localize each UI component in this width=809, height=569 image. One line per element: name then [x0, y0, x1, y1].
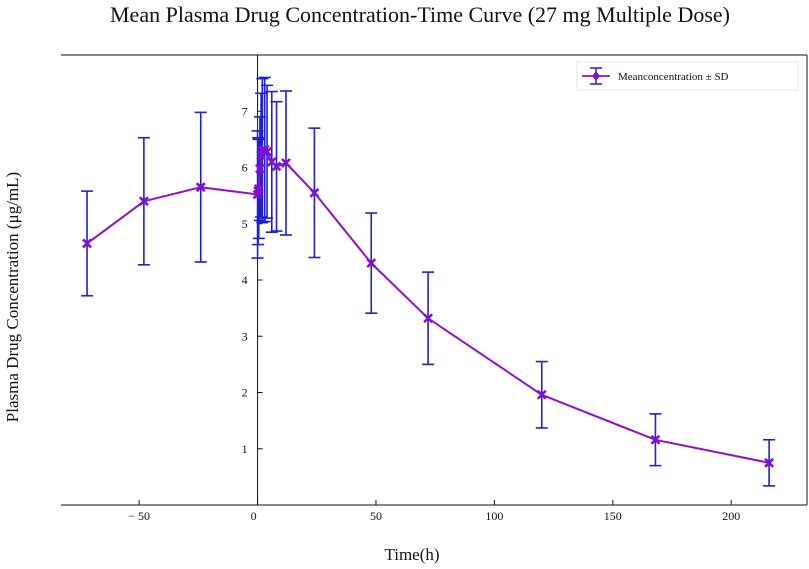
data-point: [764, 457, 775, 468]
x-tick-label: 100: [485, 509, 503, 523]
y-tick-label: 4: [242, 273, 248, 287]
x-tick-label: 150: [604, 509, 622, 523]
data-point: [423, 313, 433, 324]
x-axis-label: Time(h): [384, 545, 439, 564]
data-point-stroke: [195, 182, 206, 193]
legend-label: Meanconcentration ± SD: [618, 71, 729, 83]
y-tick-label: 3: [242, 329, 248, 343]
data-point: [262, 146, 272, 157]
data-point-stroke: [138, 196, 149, 207]
data-point: [309, 187, 320, 198]
data-point-stroke: [366, 258, 377, 269]
data-point-stroke: [281, 158, 291, 168]
data-point-stroke: [255, 163, 265, 174]
legend-box: [576, 61, 799, 91]
y-tick-label: 7: [242, 104, 248, 118]
x-tick-label: 0: [251, 509, 257, 523]
data-point-stroke: [262, 146, 272, 157]
data-point: [536, 389, 547, 400]
data-point: [281, 158, 291, 168]
x-tick-label: 200: [722, 509, 740, 523]
data-point: [366, 258, 377, 269]
axes: − 50 0 50 100 150 200 1 2 3 4 5 6 7: [61, 54, 808, 523]
data-point-stroke: [266, 156, 277, 167]
data-point: [195, 182, 206, 193]
data-point: [82, 238, 92, 249]
y-tick-label: 1: [242, 442, 248, 456]
data-point-stroke: [423, 313, 433, 324]
y-tick-label: 2: [242, 386, 248, 400]
data-markers: [82, 144, 775, 468]
data-point-stroke: [271, 161, 282, 172]
x-tick-label: 50: [370, 509, 382, 523]
data-point: [255, 163, 265, 174]
data-point: [138, 196, 149, 207]
data-point-stroke: [536, 389, 547, 400]
x-tick-label: − 50: [128, 509, 150, 523]
data-point: [253, 183, 264, 194]
y-axis-label: Plasma Drug Concentration (μg/mL): [3, 172, 22, 422]
y-tick-label: 6: [242, 161, 248, 175]
data-point-stroke: [309, 187, 320, 198]
data-point-stroke: [82, 238, 92, 249]
data-point-stroke: [650, 434, 661, 445]
legend: Meanconcentration ± SD: [576, 61, 799, 91]
chart-title: Mean Plasma Drug Concentration-Time Curv…: [110, 2, 730, 27]
data-point: [271, 161, 282, 172]
y-tick-label: 5: [242, 217, 248, 231]
data-point: [650, 434, 661, 445]
data-point-stroke: [764, 457, 775, 468]
data-point-stroke: [253, 183, 264, 194]
error-bars: [81, 76, 776, 487]
legend-marker-icon: [592, 71, 600, 81]
